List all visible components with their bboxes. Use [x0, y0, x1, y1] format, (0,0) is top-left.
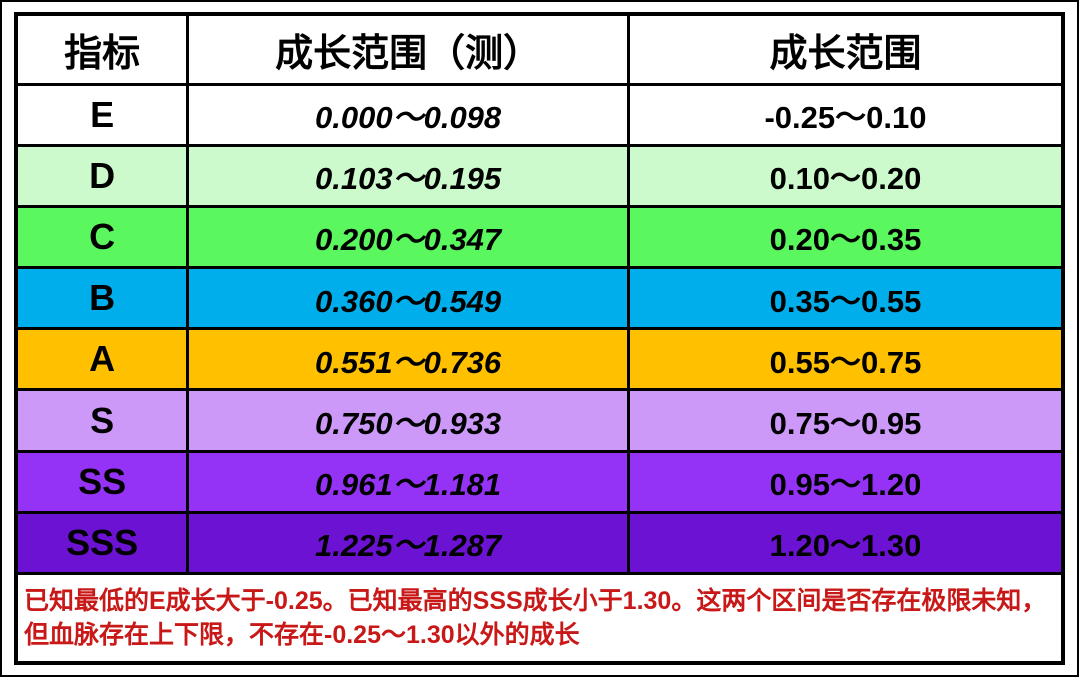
table-row-sss: SSS 1.225～1.287 1.20～1.30 [14, 510, 1065, 576]
header-measured-range: 成长范围（测） [186, 12, 630, 86]
range-cell: 0.75～0.95 [626, 388, 1065, 453]
table-row-d: D 0.103～0.195 0.10～0.20 [14, 143, 1065, 208]
header-indicator: 指标 [14, 12, 190, 86]
grade-cell: SSS [14, 510, 190, 576]
grade-cell: D [14, 143, 190, 208]
table-row-b: B 0.360～0.549 0.35～0.55 [14, 266, 1065, 331]
measured-range-cell: 0.360～0.549 [186, 266, 630, 331]
table-row-s: S 0.750～0.933 0.75～0.95 [14, 388, 1065, 453]
grade-cell: SS [14, 449, 190, 514]
range-cell: 0.20～0.35 [626, 204, 1065, 270]
grade-cell: C [14, 204, 190, 270]
header-range: 成长范围 [626, 12, 1065, 86]
table-row-ss: SS 0.961～1.181 0.95～1.20 [14, 449, 1065, 514]
measured-range-cell: 0.103～0.195 [186, 143, 630, 208]
grade-cell: A [14, 327, 190, 392]
range-cell: 0.55～0.75 [626, 327, 1065, 392]
footnote-text: 已知最低的E成长大于-0.25。已知最高的SSS成长小于1.30。这两个区间是否… [14, 572, 1065, 665]
range-cell: 1.20～1.30 [626, 510, 1065, 576]
table-row-a: A 0.551～0.736 0.55～0.75 [14, 327, 1065, 392]
footnote-row: 已知最低的E成长大于-0.25。已知最高的SSS成长小于1.30。这两个区间是否… [14, 572, 1065, 665]
range-cell: 0.10～0.20 [626, 143, 1065, 208]
grade-cell: E [14, 82, 190, 147]
measured-range-cell: 0.000～0.098 [186, 82, 630, 147]
measured-range-cell: 1.225～1.287 [186, 510, 630, 576]
measured-range-cell: 0.961～1.181 [186, 449, 630, 514]
table-row-e: E 0.000～0.098 -0.25～0.10 [14, 82, 1065, 147]
measured-range-cell: 0.200～0.347 [186, 204, 630, 270]
growth-range-table: 指标 成长范围（测） 成长范围 E 0.000～0.098 -0.25～0.10… [14, 12, 1065, 665]
range-cell: 0.95～1.20 [626, 449, 1065, 514]
measured-range-cell: 0.750～0.933 [186, 388, 630, 453]
range-cell: -0.25～0.10 [626, 82, 1065, 147]
header-row: 指标 成长范围（测） 成长范围 [14, 12, 1065, 86]
table-row-c: C 0.200～0.347 0.20～0.35 [14, 204, 1065, 270]
measured-range-cell: 0.551～0.736 [186, 327, 630, 392]
range-cell: 0.35～0.55 [626, 266, 1065, 331]
grade-cell: S [14, 388, 190, 453]
grade-cell: B [14, 266, 190, 331]
